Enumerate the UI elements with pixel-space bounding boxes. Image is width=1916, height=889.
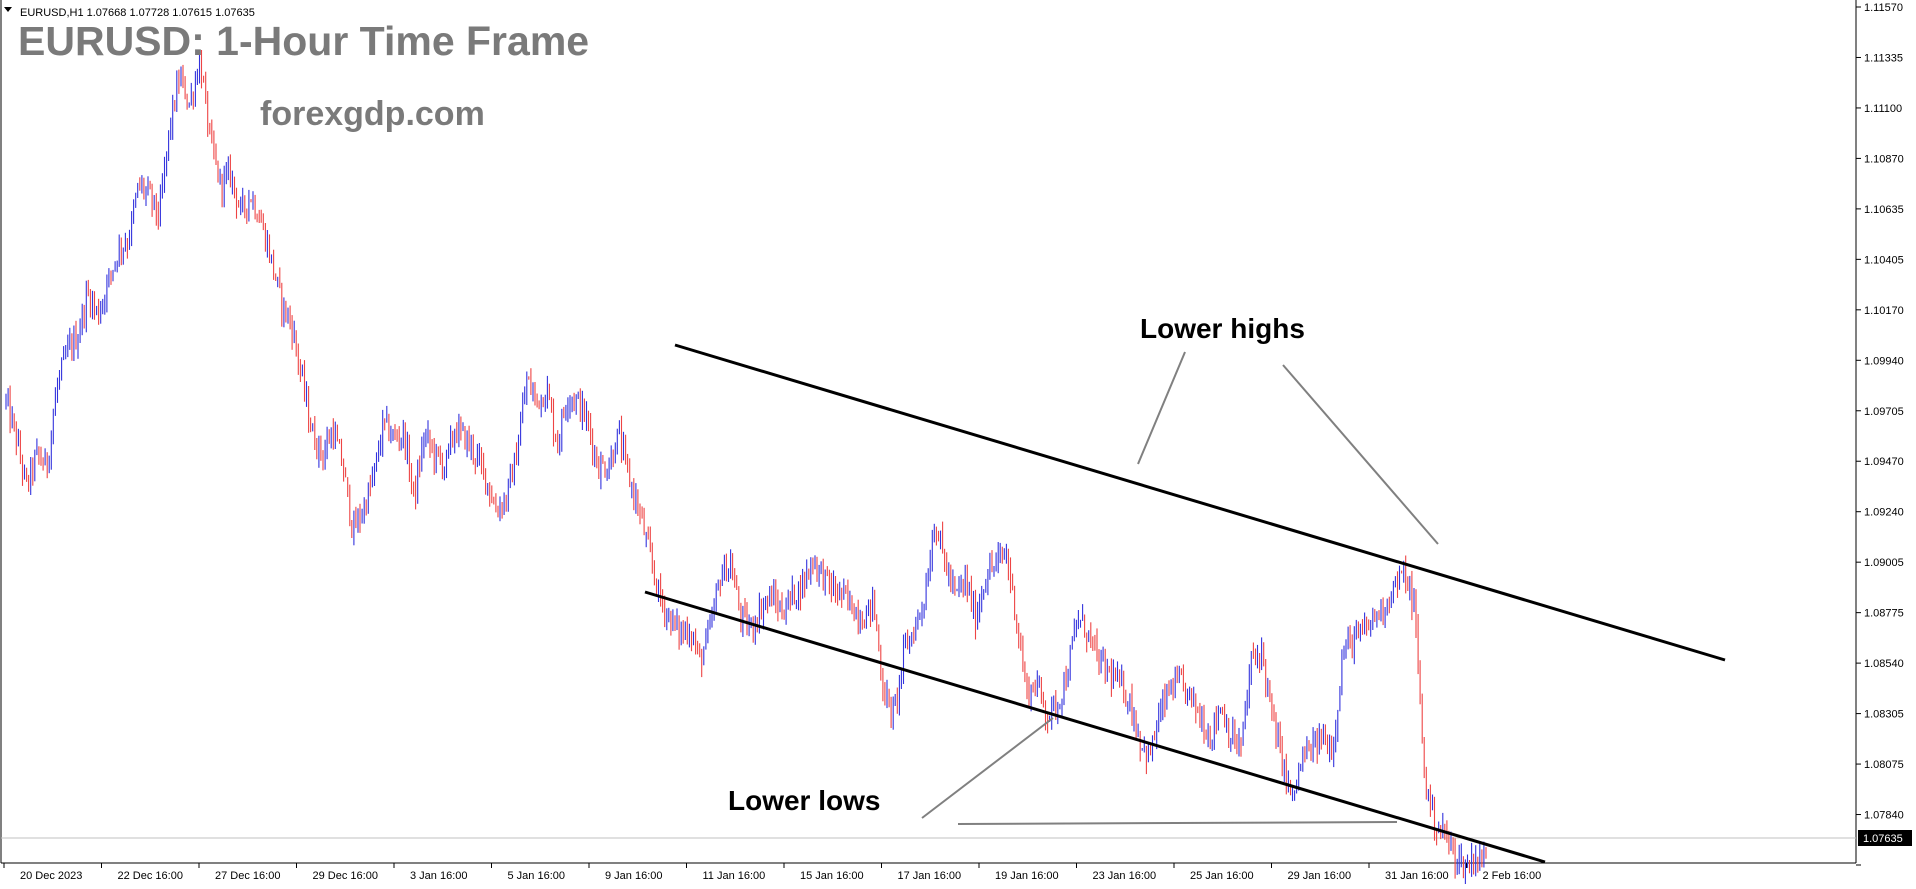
candlestick-series (5, 49, 1487, 888)
x-tick-label: 19 Jan 16:00 (995, 870, 1059, 882)
pointer-low-1 (921, 717, 1054, 819)
x-tick-label: 9 Jan 16:00 (605, 870, 663, 882)
channel-lines (644, 343, 1726, 864)
pointer-low-2 (957, 821, 1398, 825)
y-tick-label: 1.09005 (1864, 557, 1904, 569)
x-tick-label: 23 Jan 16:00 (1093, 870, 1157, 882)
x-tick-label: 20 Dec 2023 (20, 870, 82, 882)
y-tick-label: 1.08305 (1864, 709, 1904, 721)
y-tick-label: 1.09470 (1864, 456, 1904, 468)
x-tick-label: 22 Dec 16:00 (118, 870, 183, 882)
upper-channel-line[interactable] (674, 343, 1726, 662)
pointer-high-1 (1137, 351, 1186, 465)
y-tick-label: 1.10635 (1864, 204, 1904, 216)
x-tick-label: 29 Jan 16:00 (1288, 870, 1352, 882)
y-tick-label: 1.08075 (1864, 759, 1904, 771)
y-tick-label: 1.08775 (1864, 608, 1904, 620)
current-price-badge (1858, 830, 1912, 846)
watermark: forexgdp.com (260, 95, 485, 133)
y-tick-label: 1.08540 (1864, 658, 1904, 670)
y-tick-label: 1.11100 (1864, 103, 1902, 115)
pointer-high-2 (1282, 364, 1439, 545)
y-tick-label: 1.09240 (1864, 507, 1904, 519)
y-tick-label: 1.09705 (1864, 406, 1904, 418)
y-tick-label: 1.11570 (1864, 2, 1903, 14)
lower-channel-line[interactable] (644, 590, 1546, 864)
y-tick-label: 1.10170 (1864, 305, 1904, 317)
annotation-lower-lows: Lower lows (728, 785, 880, 816)
y-tick-label: 1.11335 (1864, 52, 1903, 64)
x-tick-label: 25 Jan 16:00 (1190, 870, 1254, 882)
x-tick-label: 17 Jan 16:00 (898, 870, 962, 882)
y-tick-label: 1.10405 (1864, 254, 1904, 266)
x-tick-label: 11 Jan 16:00 (703, 870, 766, 882)
current-price-label: 1.07635 (1863, 833, 1903, 845)
x-tick-label: 15 Jan 16:00 (800, 870, 864, 882)
y-tick-label: 1.07840 (1864, 810, 1904, 822)
y-tick-label: 1.10870 (1864, 153, 1904, 165)
symbol-info: EURUSD,H1 1.07668 1.07728 1.07615 1.0763… (20, 7, 255, 19)
x-tick-label: 2 Feb 16:00 (1483, 870, 1542, 882)
x-tick-label: 29 Dec 16:00 (313, 870, 378, 882)
x-tick-label: 3 Jan 16:00 (410, 870, 468, 882)
x-tick-label: 27 Dec 16:00 (215, 870, 280, 882)
price-scale[interactable]: 1.11570 1.11335 1.11100 1.10870 1.10635 1.104… (1856, 2, 1904, 866)
x-tick-label: 5 Jan 16:00 (508, 870, 566, 882)
y-tick-label: 1.09940 (1864, 355, 1904, 367)
annotation-lower-highs: Lower highs (1140, 313, 1305, 344)
symbol-dropdown-icon[interactable] (4, 7, 12, 12)
x-tick-label: 31 Jan 16:00 (1385, 870, 1449, 882)
chart-title: EURUSD: 1-Hour Time Frame (18, 18, 589, 64)
time-scale[interactable]: 20 Dec 2023 22 Dec 16:00 27 Dec 16:00 29 De… (3, 863, 1542, 882)
